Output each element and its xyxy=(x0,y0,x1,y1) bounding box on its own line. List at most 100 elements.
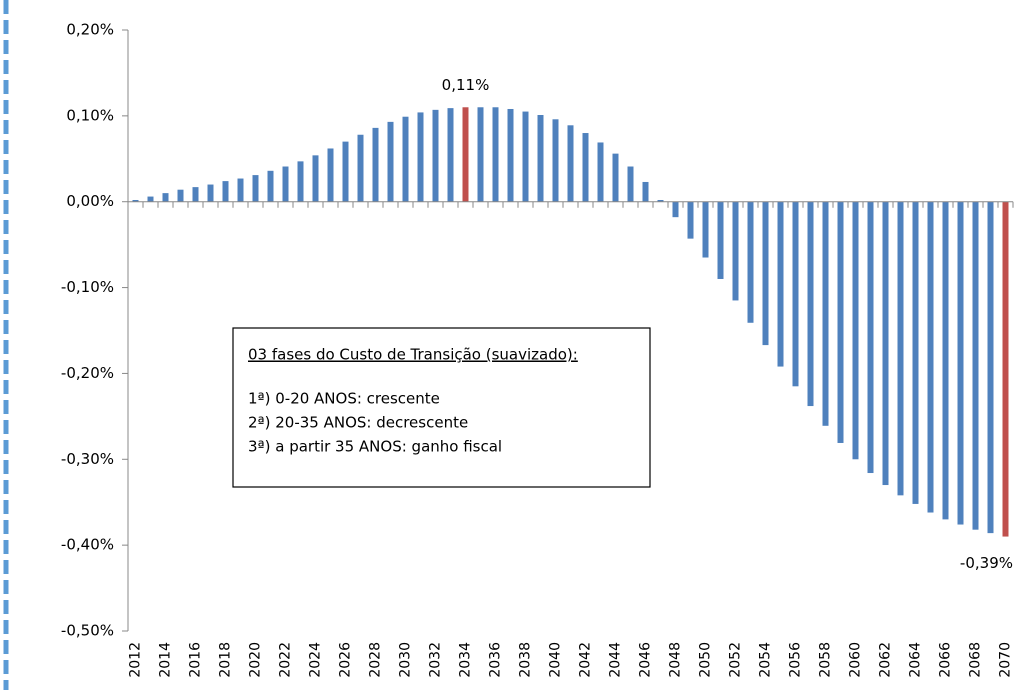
bar xyxy=(987,201,994,534)
bar xyxy=(867,201,874,474)
bar xyxy=(597,142,604,202)
bar xyxy=(207,184,214,202)
bar xyxy=(387,121,394,202)
bar xyxy=(792,201,799,387)
x-tick-label: 2032 xyxy=(428,642,444,678)
x-tick-label: 2016 xyxy=(188,642,204,678)
x-tick-label: 2030 xyxy=(398,642,414,678)
bar xyxy=(297,161,304,202)
y-tick-label: -0,20% xyxy=(61,364,114,382)
annotation-line: 2ª) 20-35 ANOS: decrescente xyxy=(248,414,468,432)
x-tick-label: 2034 xyxy=(458,642,474,678)
y-tick-label: -0,50% xyxy=(61,622,114,640)
bar xyxy=(507,108,514,202)
bar xyxy=(342,141,349,202)
x-tick-label: 2046 xyxy=(638,642,654,678)
bar xyxy=(927,201,934,513)
x-tick-label: 2040 xyxy=(548,642,564,678)
bar xyxy=(687,201,694,239)
bar xyxy=(672,201,679,218)
bar xyxy=(522,111,529,202)
x-tick-label: 2026 xyxy=(338,642,354,678)
bar xyxy=(177,189,184,202)
x-tick-label: 2022 xyxy=(278,642,294,678)
bar xyxy=(642,181,649,202)
x-tick-label: 2052 xyxy=(728,642,744,678)
bar xyxy=(282,166,289,202)
x-tick-label: 2024 xyxy=(308,642,324,678)
bar xyxy=(462,107,469,202)
bar xyxy=(567,125,574,202)
bar xyxy=(192,187,199,202)
x-tick-label: 2068 xyxy=(968,642,984,678)
bar xyxy=(972,201,979,530)
bar xyxy=(162,193,169,202)
bar xyxy=(777,201,784,367)
data-label: 0,11% xyxy=(442,76,490,94)
x-tick-label: 2070 xyxy=(998,642,1014,678)
bar xyxy=(627,166,634,202)
bar xyxy=(957,201,964,525)
bar xyxy=(912,201,919,504)
bar xyxy=(327,148,334,202)
bar xyxy=(447,108,454,202)
bar xyxy=(762,201,769,346)
bar xyxy=(897,201,904,496)
x-tick-label: 2064 xyxy=(908,642,924,678)
bar xyxy=(1002,201,1009,537)
data-label: -0,39% xyxy=(960,554,1013,572)
bar xyxy=(612,153,619,202)
bar xyxy=(147,196,154,202)
bar xyxy=(372,127,379,202)
bar xyxy=(942,201,949,520)
bar xyxy=(252,175,259,202)
bar xyxy=(477,107,484,202)
x-tick-label: 2020 xyxy=(248,642,264,678)
x-tick-label: 2060 xyxy=(848,642,864,678)
bar xyxy=(402,116,409,202)
x-tick-label: 2048 xyxy=(668,642,684,678)
x-tick-label: 2028 xyxy=(368,642,384,678)
bar xyxy=(222,181,229,202)
y-tick-label: 0,10% xyxy=(66,106,114,124)
y-tick-label: 0,00% xyxy=(66,192,114,210)
y-tick-label: -0,40% xyxy=(61,536,114,554)
annotation-title: 03 fases do Custo de Transição (suavizad… xyxy=(248,346,578,364)
x-tick-label: 2054 xyxy=(758,642,774,678)
bar xyxy=(657,199,664,202)
bar xyxy=(312,155,319,202)
x-tick-label: 2066 xyxy=(938,642,954,678)
x-tick-label: 2014 xyxy=(158,642,174,678)
x-tick-label: 2056 xyxy=(788,642,804,678)
y-tick-label: -0,10% xyxy=(61,278,114,296)
y-tick-label: 0,20% xyxy=(66,21,114,39)
bar xyxy=(417,112,424,202)
bar xyxy=(807,201,814,407)
x-tick-label: 2062 xyxy=(878,642,894,678)
x-tick-label: 2050 xyxy=(698,642,714,678)
bar xyxy=(747,201,754,323)
x-tick-label: 2044 xyxy=(608,642,624,678)
bar xyxy=(432,109,439,202)
bar xyxy=(702,201,709,258)
x-tick-label: 2038 xyxy=(518,642,534,678)
annotation-line: 1ª) 0-20 ANOS: crescente xyxy=(248,390,440,408)
y-tick-label: -0,30% xyxy=(61,450,114,468)
bar xyxy=(357,134,364,202)
bar xyxy=(132,199,139,202)
bar xyxy=(717,201,724,279)
bar xyxy=(267,170,274,202)
bar xyxy=(537,114,544,202)
bar xyxy=(552,119,559,202)
x-tick-label: 2012 xyxy=(128,642,144,678)
x-tick-label: 2042 xyxy=(578,642,594,678)
bar xyxy=(837,201,844,443)
annotation-box xyxy=(232,327,651,488)
bar xyxy=(822,201,829,426)
bar xyxy=(732,201,739,301)
bar xyxy=(882,201,889,486)
x-tick-label: 2036 xyxy=(488,642,504,678)
bar xyxy=(237,178,244,202)
bar xyxy=(852,201,859,460)
